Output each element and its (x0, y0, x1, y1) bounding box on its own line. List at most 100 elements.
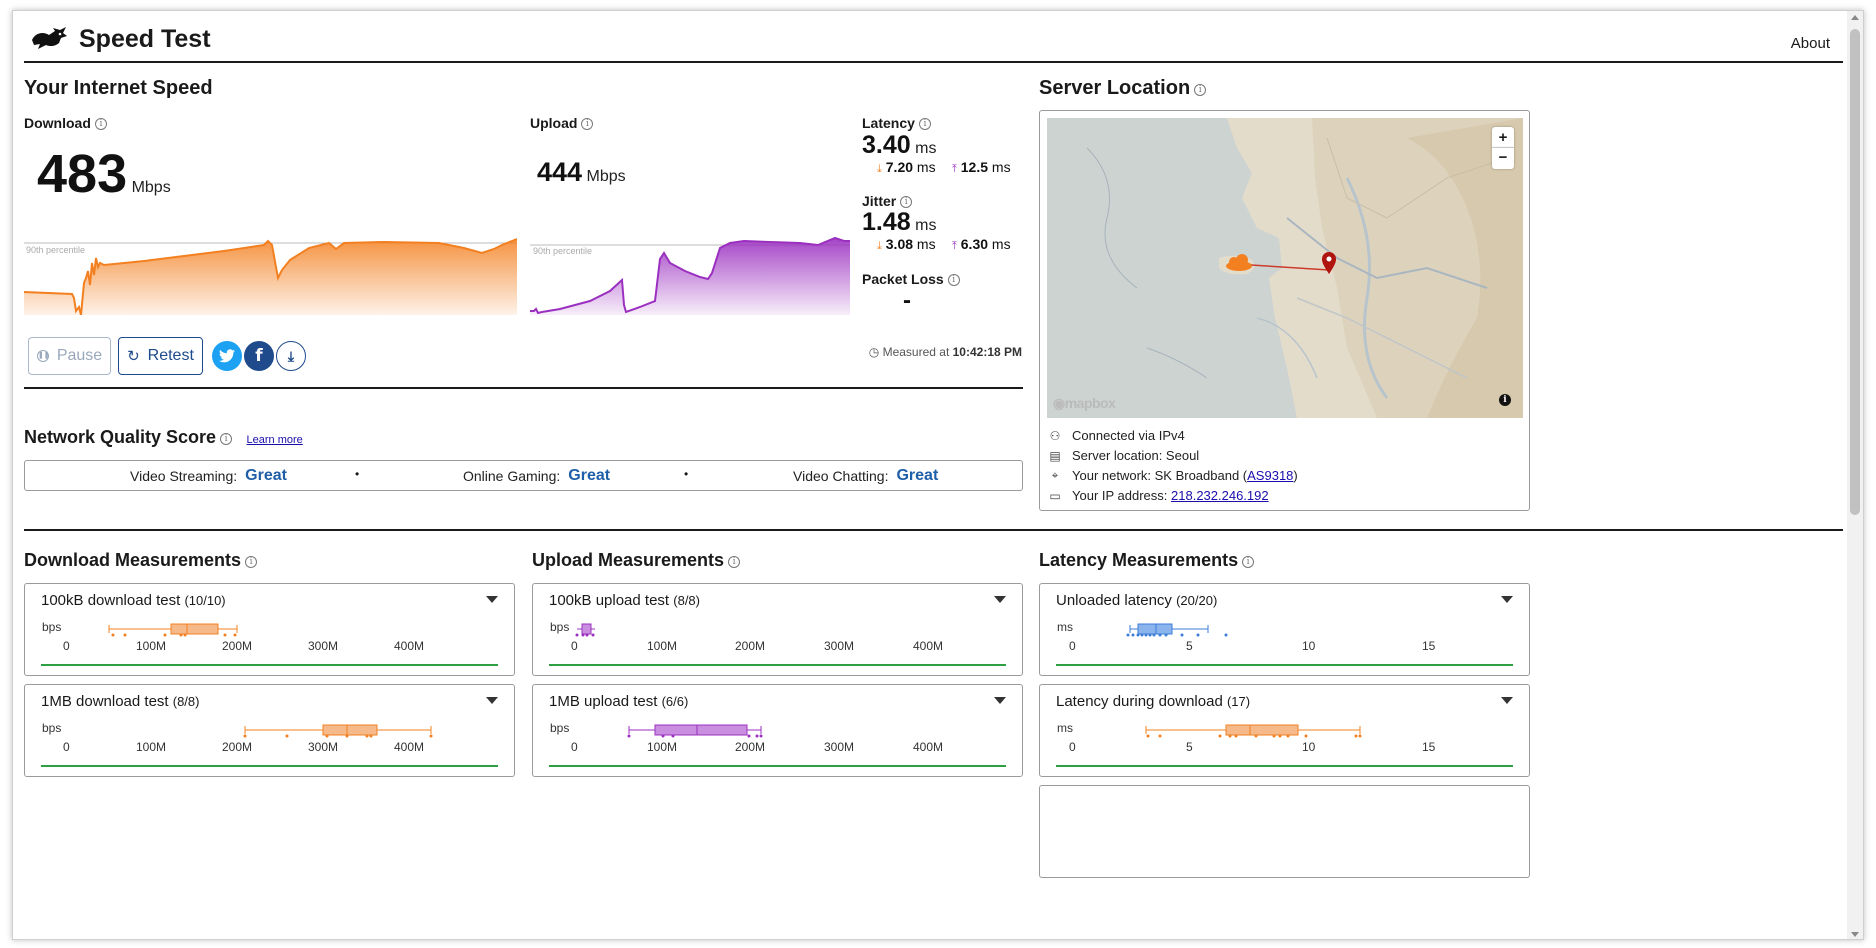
browser-icon: ▭ (1049, 488, 1061, 503)
tick-label: 0 (571, 740, 578, 754)
status-bar (549, 664, 1006, 666)
chevron-down-icon[interactable] (486, 697, 498, 704)
ip-link[interactable]: 218.232.246.192 (1171, 488, 1269, 503)
measurement-card[interactable]: Latency during download (17) ms 0 5 10 1… (1039, 684, 1530, 777)
server-title-row: Server Location i (1039, 77, 1207, 100)
upload-unit: Mbps (586, 168, 626, 185)
tick-label: 300M (308, 639, 339, 653)
quality-title: Network Quality Score (24, 427, 217, 447)
ip-row: ▭ Your IP address: 218.232.246.192 (1048, 488, 1269, 503)
upload-arrow-icon: ⤒ (952, 240, 957, 252)
test-name: 100kB download test (41, 592, 181, 609)
tick-label: 15 (1422, 740, 1436, 754)
quality-value: Great (568, 467, 611, 484)
refresh-icon: ↻ (127, 348, 140, 365)
latency-number: 3.40 (862, 131, 911, 159)
test-count: (8/8) (172, 694, 200, 709)
jitter-down-unit: ms (916, 236, 936, 252)
chevron-down-icon[interactable] (994, 697, 1006, 704)
tick-label: 0 (1069, 639, 1076, 653)
measurement-title: 1MB upload test (6/6) (549, 693, 688, 710)
download-results-button[interactable]: ⤓ (276, 341, 306, 371)
test-count: (17) (1226, 694, 1251, 709)
info-icon[interactable]: i (728, 555, 741, 568)
measurement-card[interactable]: Unloaded latency (20/20) ms 0 5 10 15 (1039, 583, 1530, 676)
map[interactable]: + − ◉mapbox i (1047, 118, 1523, 418)
tick-label: 0 (63, 639, 70, 653)
jitter-up-value: 6.30 (960, 236, 989, 252)
about-link[interactable]: About (1790, 35, 1830, 52)
latency-label-text: Latency (862, 115, 915, 131)
info-icon[interactable]: i (918, 118, 931, 131)
network-suffix: ) (1293, 468, 1298, 483)
tick-label: 300M (824, 740, 855, 754)
axis-unit: bps (42, 721, 62, 735)
test-count: (20/20) (1176, 593, 1218, 608)
facebook-share-button[interactable]: f (244, 341, 274, 371)
measurement-card[interactable]: 1MB upload test (6/6) bps 0 100M 200M 30… (532, 684, 1023, 777)
twitter-share-button[interactable] (212, 341, 242, 371)
zoom-out-button[interactable]: − (1492, 148, 1514, 169)
quality-value: Great (245, 467, 287, 484)
mapbox-logo[interactable]: ◉mapbox (1053, 395, 1116, 412)
info-icon[interactable]: i (1194, 83, 1207, 96)
server-card: + − ◉mapbox i ⚇ Connected via IPv4 ▤ Serve… (1039, 110, 1530, 511)
scrollbar-thumb[interactable] (1850, 29, 1860, 515)
tick-label: 100M (136, 639, 167, 653)
info-icon[interactable]: i (94, 118, 107, 131)
tick-label: 10 (1302, 740, 1316, 754)
server-title: Server Location (1039, 77, 1191, 99)
pause-button[interactable]: ❚❚ Pause (28, 337, 111, 375)
asn-link[interactable]: AS9318 (1247, 468, 1294, 483)
box-plot (1126, 623, 1228, 637)
quality-label: Online Gaming: (463, 468, 561, 484)
upload-chart: 90th percentile (530, 236, 850, 315)
logo[interactable] (29, 25, 69, 55)
network-row: ⌖ Your network: SK Broadband (AS9318) (1048, 468, 1298, 483)
zoom-in-button[interactable]: + (1492, 127, 1514, 148)
info-icon[interactable]: i (220, 432, 233, 445)
measurement-card-partial[interactable] (1039, 785, 1530, 878)
retest-button-label: Retest (147, 347, 194, 364)
upload-measurements-title: Upload Measurements i (532, 550, 741, 571)
tick-label: 300M (824, 639, 855, 653)
chevron-down-icon[interactable] (1501, 697, 1513, 704)
scroll-down-arrow[interactable] (1851, 932, 1859, 937)
chevron-down-icon[interactable] (994, 596, 1006, 603)
header-divider (24, 61, 1843, 63)
scroll-up-arrow[interactable] (1851, 15, 1859, 20)
measurement-card[interactable]: 100kB download test (10/10) bps 0 100M 2… (24, 583, 515, 676)
facebook-icon: f (255, 346, 263, 366)
chevron-down-icon[interactable] (486, 596, 498, 603)
info-icon[interactable]: i (245, 555, 258, 568)
server-location-row: ▤ Server location: Seoul (1048, 448, 1199, 463)
measurement-card[interactable]: 100kB upload test (8/8) bps 0 100M 200M … (532, 583, 1023, 676)
upload-percentile: 90th percentile (533, 246, 592, 256)
info-icon[interactable]: i (947, 274, 960, 287)
map-graphic (1047, 118, 1523, 418)
download-percentile: 90th percentile (26, 245, 85, 255)
separator-dot: • (355, 467, 360, 481)
info-icon[interactable]: i (581, 118, 594, 131)
speed-section-title-text: Your Internet Speed (24, 77, 213, 99)
measurement-card[interactable]: 1MB download test (8/8) bps 0 100M 200M … (24, 684, 515, 777)
jitter-number: 1.48 (862, 208, 911, 236)
info-icon[interactable]: i (900, 196, 913, 209)
server-pin-icon[interactable] (1322, 252, 1336, 274)
box-plot (627, 724, 763, 738)
test-name: 1MB download test (41, 693, 169, 710)
learn-more-link[interactable]: Learn more (246, 434, 303, 446)
scrollbar[interactable] (1847, 11, 1863, 939)
info-icon[interactable]: i (1242, 555, 1255, 568)
upload-label-text: Upload (530, 115, 578, 131)
map-info-button[interactable]: i (1499, 394, 1511, 406)
tick-label: 200M (735, 740, 766, 754)
test-name: Latency during download (1056, 693, 1223, 710)
cloud-marker-icon[interactable] (1226, 254, 1252, 271)
chevron-down-icon[interactable] (1501, 596, 1513, 603)
retest-button[interactable]: ↻ Retest (118, 337, 203, 375)
status-bar (41, 664, 498, 666)
jitter-down: ⤓ 3.08 ms (877, 236, 936, 253)
tick-label: 0 (63, 740, 70, 754)
measured-prefix: Measured at (882, 345, 950, 359)
